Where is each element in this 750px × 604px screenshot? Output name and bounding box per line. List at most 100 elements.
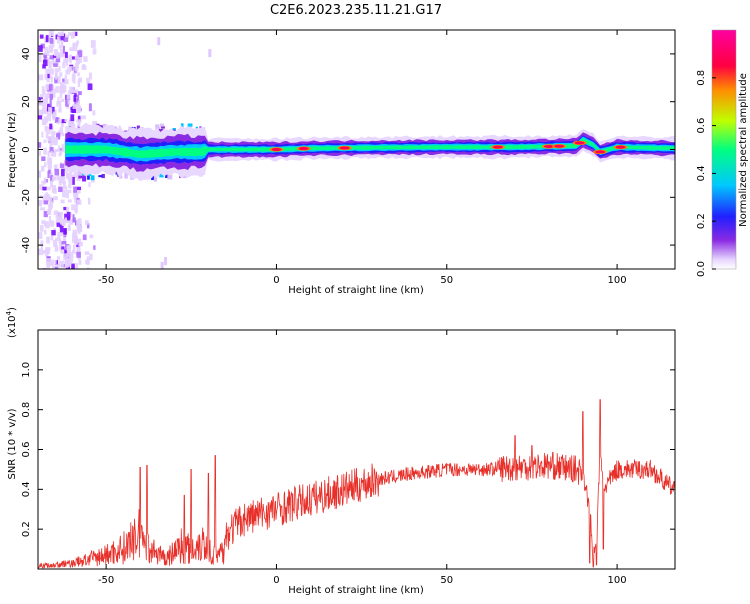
heatmap-cell <box>77 56 82 63</box>
spectrogram-y-tick-label: 0 <box>21 146 32 152</box>
heatmap-cell <box>38 45 43 52</box>
heatmap-cell <box>39 34 44 39</box>
heatmap-cell <box>73 171 79 179</box>
heatmap-cell <box>61 119 67 124</box>
heatmap-cell <box>74 92 77 97</box>
heatmap-cell <box>53 49 59 57</box>
heatmap-cell <box>56 118 61 124</box>
colorbar-tick-label: 0.4 <box>696 165 707 181</box>
heatmap-cell <box>57 216 63 225</box>
heatmap-cell <box>63 85 67 93</box>
heatmap-cell <box>51 140 56 146</box>
heatmap-cell <box>89 253 93 261</box>
heatmap-cell <box>59 72 63 77</box>
heatmap-cell <box>59 90 63 98</box>
snr-plot-area <box>38 399 675 569</box>
heatmap-cell <box>68 252 74 259</box>
heatmap-cell <box>44 125 49 132</box>
heatmap-cell <box>41 86 45 94</box>
heatmap-cell <box>41 180 45 184</box>
snr-y-tick-label: 0.6 <box>21 442 32 458</box>
heatmap-cell <box>55 72 58 80</box>
heatmap-cell <box>81 65 87 70</box>
heatmap-cell <box>65 172 69 179</box>
page-title: C2E6.2023.235.11.21.G17 <box>270 3 442 18</box>
heatmap-cell <box>57 130 61 135</box>
snr-panel: -50 0 50 100 0.2 0.4 0.6 0.8 1.0 Height of stra… <box>5 307 676 596</box>
spectrogram-panel: -50 0 50 100 40 20 0 -20 -40 Height of straight… <box>7 29 676 296</box>
spectrogram-x-label: Height of straight line (km) <box>288 285 424 296</box>
heatmap-cell <box>52 150 56 157</box>
heatmap-cell <box>73 191 79 199</box>
heatmap-cell <box>75 62 79 69</box>
heatmap-cell <box>72 176 75 185</box>
heatmap-cell <box>59 224 64 233</box>
heatmap-cell <box>208 49 212 58</box>
heatmap-cell <box>82 175 87 182</box>
heatmap-cell <box>100 125 104 129</box>
heatmap-cell <box>86 267 90 269</box>
heatmap-cell <box>52 176 57 181</box>
heatmap-cell <box>49 147 54 153</box>
heatmap-cell <box>73 89 79 94</box>
heatmap-cell <box>60 33 66 42</box>
heatmap-cell <box>59 260 64 267</box>
heatmap-cell <box>54 68 59 72</box>
heatmap-cell <box>153 175 158 182</box>
heatmap-cell <box>49 142 53 149</box>
heatmap-cell <box>157 37 161 46</box>
heatmap-cell <box>49 83 53 91</box>
heatmap-cell <box>44 116 48 123</box>
heatmap-cell <box>53 239 58 247</box>
heatmap-cell <box>72 104 77 109</box>
snr-y-ticks: 0.2 0.4 0.6 0.8 1.0 <box>21 362 675 537</box>
heatmap-cell <box>46 78 50 83</box>
heatmap-cell <box>54 266 58 269</box>
heatmap-cell <box>54 148 60 152</box>
spectrogram-x-tick-label: -50 <box>98 275 114 286</box>
heatmap-cell <box>86 77 91 84</box>
heatmap-cell <box>88 182 91 188</box>
heatmap-cell <box>47 57 50 65</box>
heatmap-cell <box>38 109 44 118</box>
heatmap-cell <box>40 240 44 247</box>
heatmap-cell <box>45 221 50 229</box>
heatmap-cell <box>48 61 52 69</box>
heatmap-cell <box>70 258 74 262</box>
heatmap-cell <box>57 32 62 37</box>
heatmap-cell <box>54 149 57 156</box>
heatmap-cell <box>64 118 68 122</box>
heatmap-cell <box>90 40 96 48</box>
heatmap-peak <box>492 145 503 149</box>
heatmap-cell <box>76 186 82 191</box>
heatmap-cell <box>58 66 61 72</box>
heatmap-cell <box>65 99 70 107</box>
heatmap-cell <box>58 211 63 217</box>
heatmap-cell <box>44 74 49 80</box>
heatmap-cell <box>40 165 45 172</box>
heatmap-cell <box>51 230 56 236</box>
snr-scale-label: (x104) <box>5 307 18 338</box>
heatmap-cell <box>74 98 79 106</box>
heatmap-cell <box>45 35 49 43</box>
heatmap-cell <box>65 192 69 199</box>
heatmap-cell <box>49 99 52 107</box>
colorbar-ticks: 0.0 0.2 0.4 0.6 0.8 <box>696 70 716 277</box>
heatmap-cell <box>45 192 48 200</box>
heatmap-cell <box>50 76 53 83</box>
heatmap-cell <box>71 123 76 128</box>
snr-x-tick-label: -50 <box>98 575 114 586</box>
heatmap-cell <box>56 222 60 227</box>
heatmap-cell <box>44 177 47 184</box>
heatmap-cell <box>159 173 164 178</box>
heatmap-cell <box>39 268 43 269</box>
heatmap-cell <box>46 257 52 266</box>
heatmap-cell <box>63 253 69 261</box>
heatmap-peak <box>595 150 606 154</box>
heatmap-cell <box>64 213 68 221</box>
heatmap-cell <box>72 72 76 80</box>
heatmap-cell <box>74 31 78 36</box>
heatmap-cell <box>49 68 55 75</box>
heatmap-cell <box>71 263 75 269</box>
heatmap-cell <box>59 147 64 152</box>
